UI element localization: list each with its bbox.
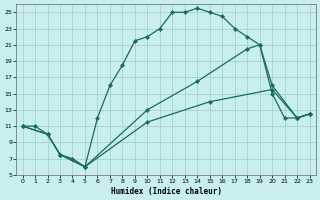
- X-axis label: Humidex (Indice chaleur): Humidex (Indice chaleur): [111, 187, 221, 196]
